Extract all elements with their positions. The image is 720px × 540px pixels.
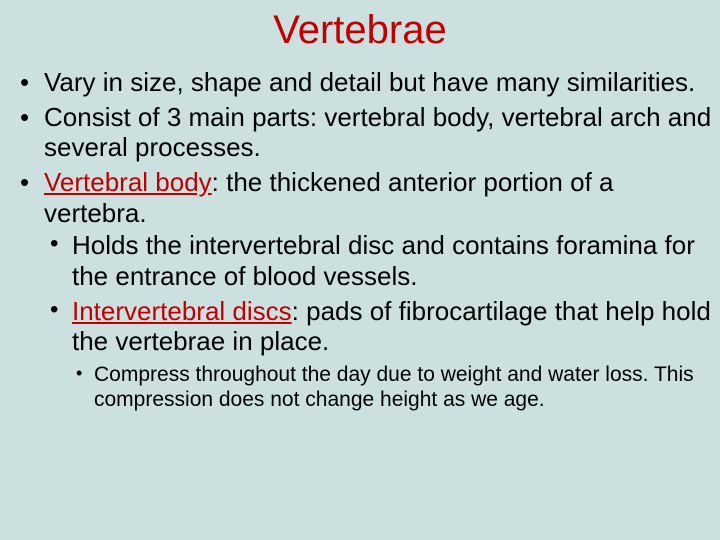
term-intervertebral-discs: Intervertebral discs — [72, 296, 292, 326]
list-item: Compress throughout the day due to weigh… — [72, 363, 720, 413]
bullet-text: Consist of 3 main parts: vertebral body,… — [44, 102, 711, 163]
list-item: Intervertebral discs: pads of fibrocarti… — [44, 296, 720, 413]
term-vertebral-body: Vertebral body — [44, 167, 212, 197]
list-item: Holds the intervertebral disc and contai… — [44, 230, 720, 291]
bullet-text: Holds the intervertebral disc and contai… — [72, 230, 695, 291]
bullet-list-level2: Holds the intervertebral disc and contai… — [44, 230, 720, 412]
list-item: Vary in size, shape and detail but have … — [16, 67, 720, 98]
list-item: Consist of 3 main parts: vertebral body,… — [16, 102, 720, 163]
bullet-list-level1: Vary in size, shape and detail but have … — [16, 67, 720, 413]
slide-body: Vary in size, shape and detail but have … — [0, 67, 720, 413]
bullet-list-level3: Compress throughout the day due to weigh… — [72, 363, 720, 413]
bullet-text: Vary in size, shape and detail but have … — [44, 67, 695, 97]
slide-title: Vertebrae — [0, 8, 720, 53]
bullet-text: Compress throughout the day due to weigh… — [94, 363, 694, 411]
list-item: Vertebral body: the thickened anterior p… — [16, 167, 720, 413]
